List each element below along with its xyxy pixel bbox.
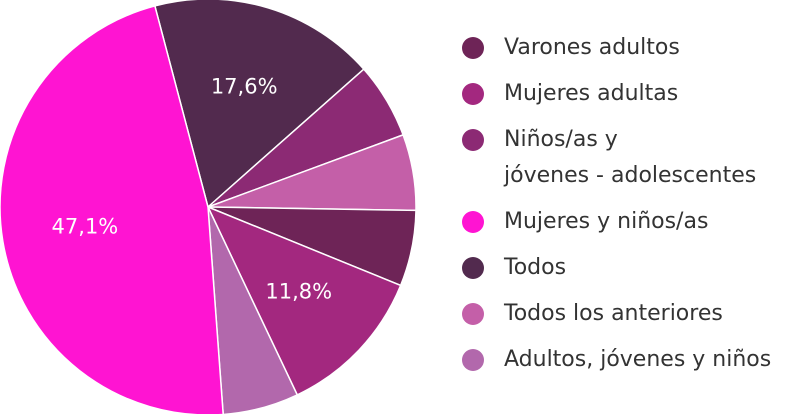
slice-label: 17,6% <box>211 75 278 99</box>
legend-label: Varones adultos <box>504 35 680 60</box>
legend-item: Mujeres adultas <box>460 76 805 112</box>
legend-swatch <box>462 303 484 325</box>
chart: 17,6% 11,8% 47,1% <box>0 0 417 414</box>
legend-item: Mujeres y niños/as <box>460 204 805 240</box>
legend-swatch <box>462 211 484 233</box>
legend: Varones adultos Mujeres adultas Niños/as y… <box>460 30 805 388</box>
legend-swatch <box>462 257 484 279</box>
legend-label: Mujeres y niños/as <box>504 209 709 234</box>
legend-label: Mujeres adultas <box>504 81 679 106</box>
slice-label: 47,1% <box>52 215 119 239</box>
legend-label: Adultos, jóvenes y niños <box>504 347 772 372</box>
legend-swatch <box>462 129 484 151</box>
legend-swatch <box>462 83 484 105</box>
slice <box>153 0 365 209</box>
legend-label: Todos <box>504 255 567 280</box>
legend-label: Niños/as y jóvenes - adolescentes <box>504 127 757 188</box>
legend-item: Niños/as y jóvenes - adolescentes <box>460 122 805 194</box>
legend-item: Varones adultos <box>460 30 805 66</box>
legend-item: Adultos, jóvenes y niños <box>460 342 805 378</box>
slice <box>0 4 224 414</box>
legend-swatch <box>462 37 484 59</box>
slice-label: 11,8% <box>265 280 332 304</box>
slice <box>206 205 402 396</box>
legend-swatch <box>462 349 484 371</box>
legend-item: Todos <box>460 250 805 286</box>
legend-item: Todos los anteriores <box>460 296 805 332</box>
legend-label: Todos los anteriores <box>504 301 723 326</box>
slice <box>207 206 299 414</box>
